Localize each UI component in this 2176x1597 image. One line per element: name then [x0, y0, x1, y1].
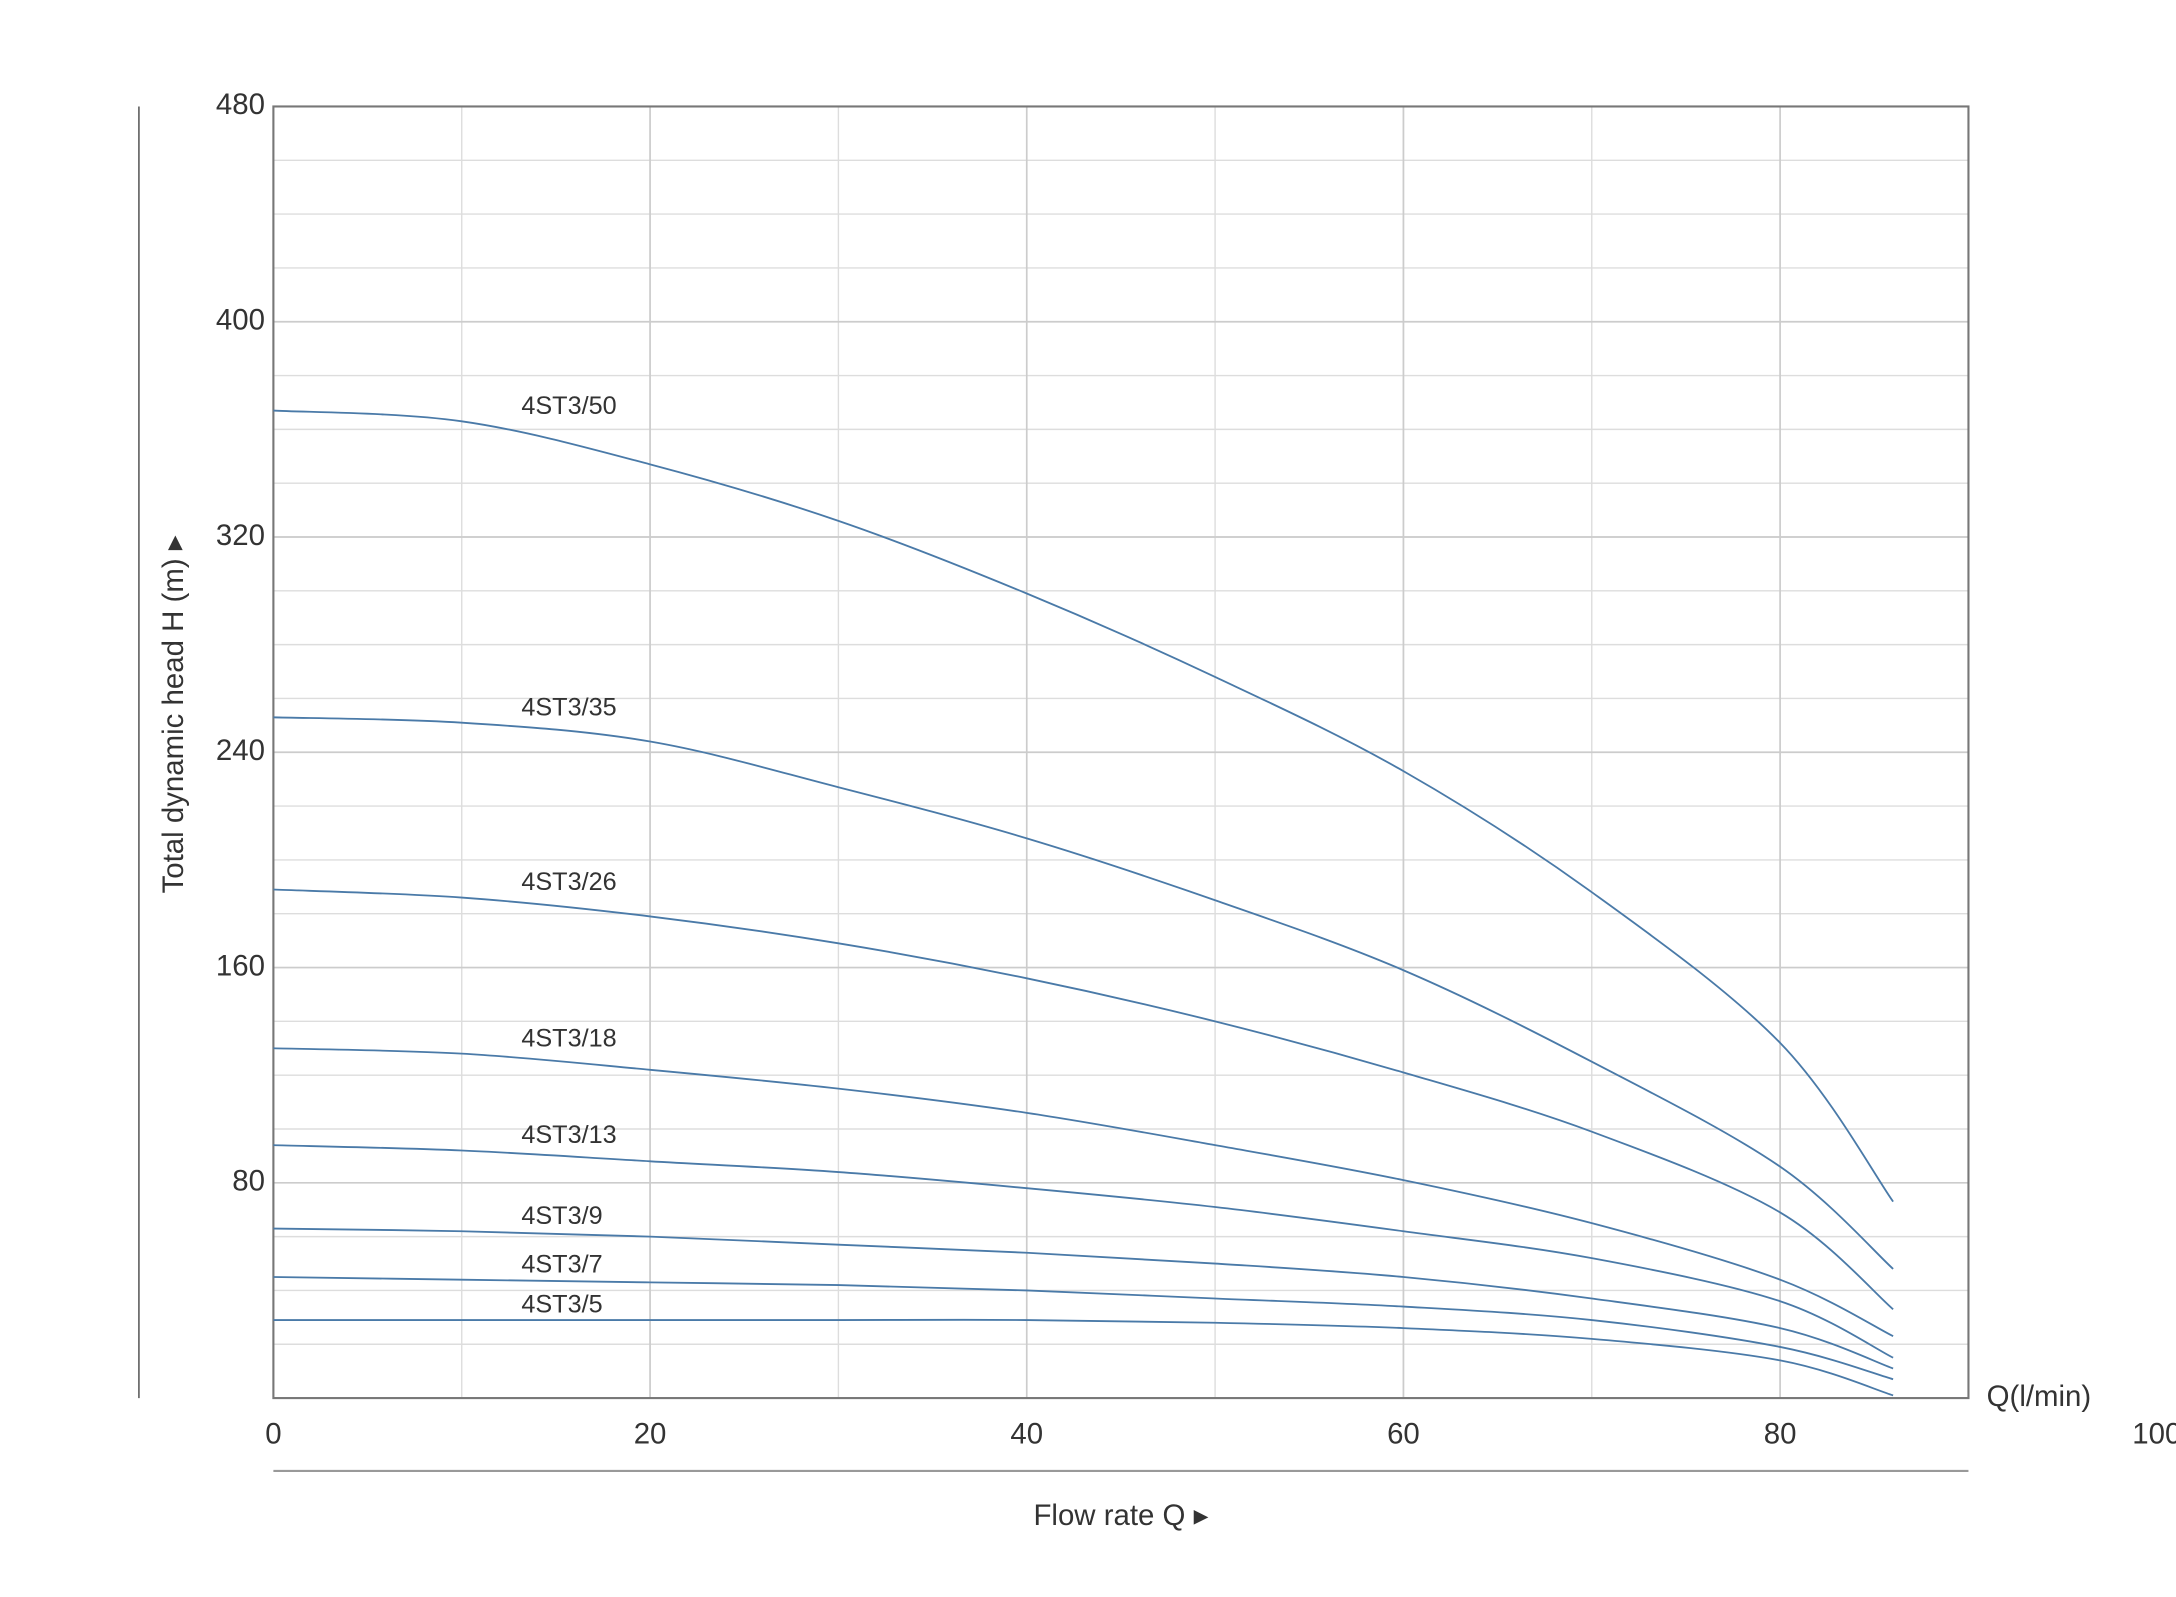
x-tick-label: 80: [1764, 1418, 1797, 1451]
x-tick-label: 100: [2132, 1418, 2176, 1451]
curve: [273, 409, 1894, 1203]
y-tick-label: 480: [216, 88, 265, 121]
curve-label: 4ST3/50: [521, 392, 616, 420]
curve: [273, 888, 1894, 1310]
y-tick-label: 320: [216, 519, 265, 552]
curve: [273, 1276, 1894, 1381]
x-tick-label: 60: [1387, 1418, 1420, 1451]
curve-label: 4ST3/26: [521, 868, 616, 896]
curve-label: 4ST3/9: [521, 1202, 602, 1230]
curve-label: 4ST3/13: [521, 1121, 616, 1149]
y-tick-label: 400: [216, 304, 265, 337]
curve: [273, 1047, 1894, 1338]
x-axis-title: Flow rate Q ▸: [1033, 1499, 1208, 1532]
curve: [273, 1227, 1894, 1370]
curve-label: 4ST3/7: [521, 1250, 602, 1278]
curve: [273, 716, 1894, 1270]
y-tick-label: 240: [216, 734, 265, 767]
plot-frame: [272, 105, 1970, 1400]
y-tick-label: 160: [216, 949, 265, 982]
x-tick-label: 0: [265, 1418, 281, 1451]
x-tick-label: 20: [634, 1418, 667, 1451]
curve-label: 4ST3/5: [521, 1291, 602, 1319]
curve: [273, 1318, 1894, 1397]
curve-label: 4ST3/18: [521, 1024, 616, 1052]
curve-label: 4ST3/35: [521, 693, 616, 721]
x-tick-label: 40: [1010, 1418, 1043, 1451]
x-unit-label: Q(l/min): [1987, 1380, 2092, 1413]
curve: [273, 1144, 1894, 1359]
y-tick-label: 80: [232, 1165, 265, 1198]
y-axis-title: Total dynamic head H (m) ▸: [157, 535, 190, 893]
